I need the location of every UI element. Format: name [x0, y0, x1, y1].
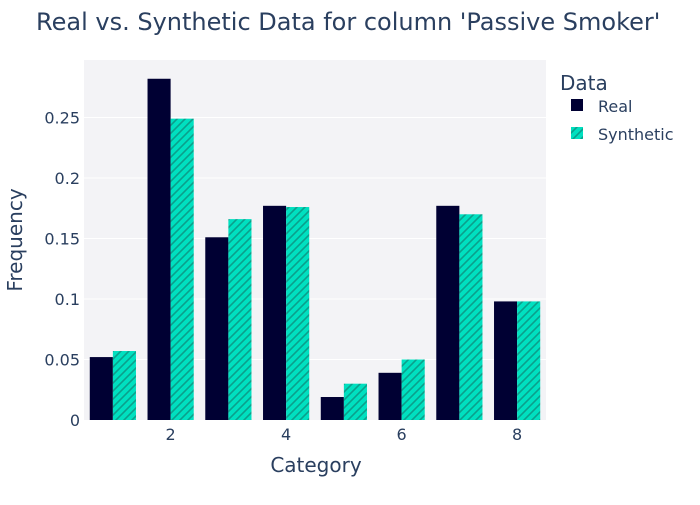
y-tick-label: 0	[70, 411, 80, 430]
x-tick-label: 6	[397, 425, 407, 444]
bar-synthetic-6	[401, 359, 425, 420]
legend-swatch-synthetic	[571, 127, 583, 139]
bar-synthetic-1	[112, 351, 136, 420]
bar-synthetic-8	[517, 301, 541, 420]
bar-real-7	[436, 205, 460, 420]
bar-real-5	[320, 397, 344, 420]
bar-synthetic-2	[170, 118, 194, 420]
bar-real-4	[263, 205, 287, 420]
legend: Data Real Synthetic	[560, 71, 674, 144]
bar-real-2	[147, 78, 171, 421]
x-tick-label: 8	[512, 425, 522, 444]
chart-title: Real vs. Synthetic Data for column 'Pass…	[36, 8, 660, 36]
bar-real-6	[378, 372, 402, 420]
y-axis-ticks: 0 0.05 0.1 0.15 0.2 0.25	[44, 108, 80, 430]
legend-label-real: Real	[598, 97, 633, 116]
bar-real-8	[494, 301, 518, 420]
legend-title: Data	[560, 71, 608, 95]
y-tick-label: 0.25	[44, 108, 80, 127]
x-axis-ticks: 2 4 6 8	[166, 425, 523, 444]
bars	[89, 78, 541, 421]
y-tick-label: 0.1	[55, 290, 80, 309]
legend-swatch-real	[571, 99, 583, 111]
legend-label-synthetic: Synthetic	[598, 125, 674, 144]
bar-synthetic-4	[286, 207, 310, 420]
y-tick-label: 0.15	[44, 229, 80, 248]
y-axis-label: Frequency	[3, 188, 27, 291]
x-tick-label: 4	[281, 425, 291, 444]
bar-real-1	[89, 357, 113, 420]
y-tick-label: 0.05	[44, 350, 80, 369]
bar-synthetic-7	[459, 214, 483, 420]
x-tick-label: 2	[166, 425, 176, 444]
y-tick-label: 0.2	[55, 169, 80, 188]
bar-synthetic-5	[343, 383, 367, 420]
x-axis-label: Category	[270, 453, 362, 477]
bar-synthetic-3	[228, 219, 252, 420]
bar-real-3	[205, 237, 229, 420]
